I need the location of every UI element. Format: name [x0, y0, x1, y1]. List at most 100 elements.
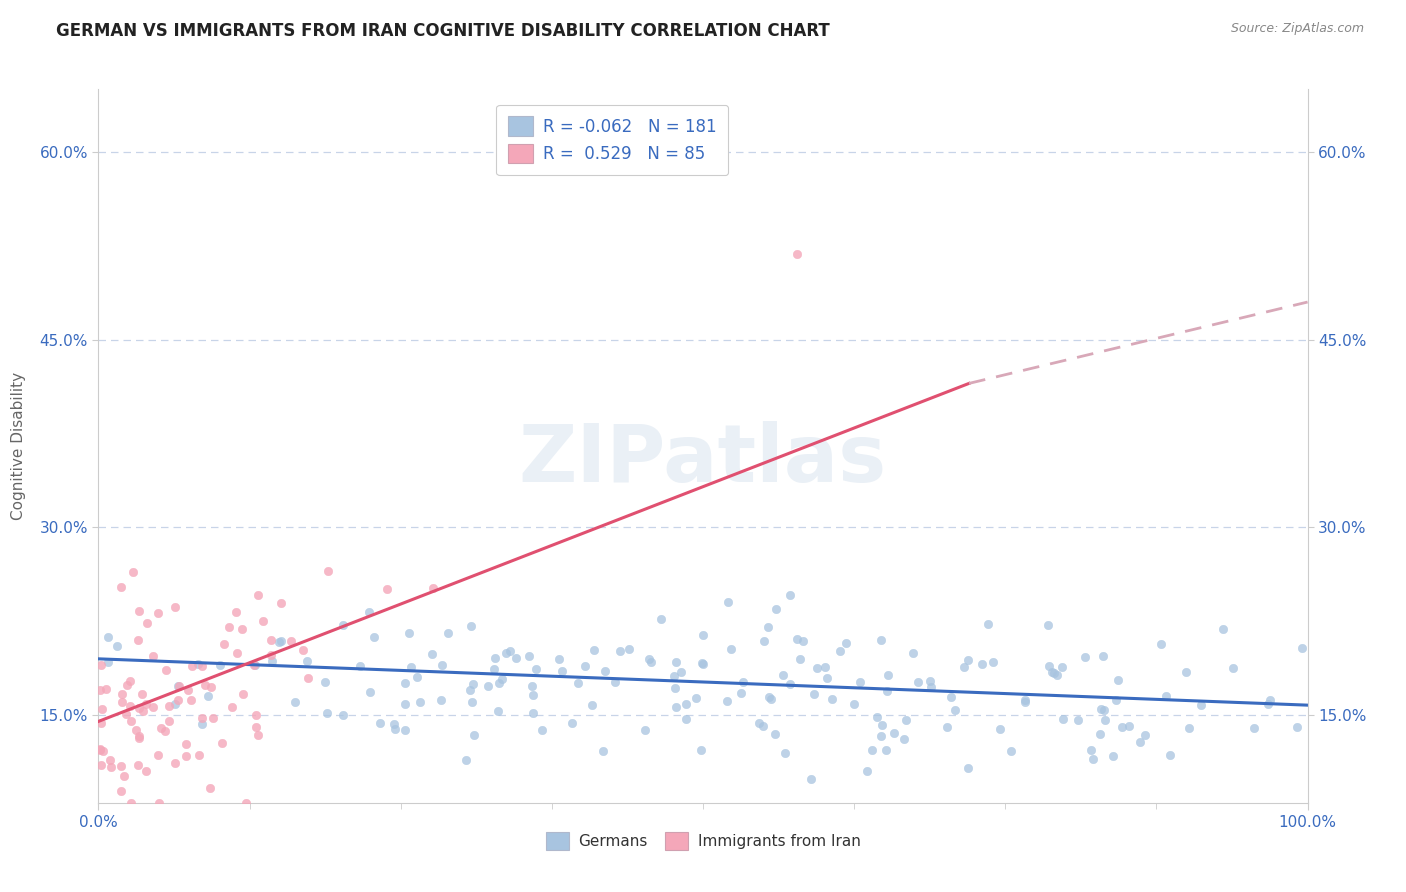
- Point: [1081, 752, 1104, 766]
- Point: [163, 600, 186, 615]
- Point: [876, 684, 898, 698]
- Point: [800, 772, 823, 787]
- Point: [260, 654, 283, 668]
- Point: [1101, 749, 1123, 764]
- Point: [581, 698, 603, 713]
- Point: [1189, 698, 1212, 712]
- Point: [803, 687, 825, 701]
- Point: [1046, 668, 1069, 682]
- Point: [815, 671, 838, 685]
- Point: [883, 726, 905, 740]
- Point: [765, 602, 787, 616]
- Point: [792, 633, 814, 648]
- Point: [860, 743, 883, 757]
- Point: [110, 580, 132, 594]
- Point: [491, 672, 513, 686]
- Point: [920, 680, 942, 694]
- Point: [187, 657, 209, 671]
- Point: [828, 643, 851, 657]
- Point: [977, 616, 1000, 631]
- Point: [1291, 641, 1313, 656]
- Point: [877, 667, 900, 681]
- Point: [163, 756, 186, 770]
- Point: [235, 796, 257, 810]
- Point: [662, 669, 685, 683]
- Point: [394, 723, 416, 737]
- Point: [176, 737, 198, 751]
- Point: [461, 695, 484, 709]
- Point: [1090, 727, 1112, 741]
- Point: [1257, 697, 1279, 711]
- Point: [176, 748, 198, 763]
- Point: [89, 743, 111, 757]
- Point: [110, 687, 132, 701]
- Point: [90, 758, 112, 772]
- Point: [482, 662, 505, 676]
- Point: [316, 564, 339, 578]
- Point: [779, 676, 801, 690]
- Point: [165, 697, 187, 711]
- Point: [90, 657, 112, 672]
- Point: [671, 665, 693, 680]
- Point: [245, 721, 267, 735]
- Point: [187, 747, 209, 762]
- Point: [394, 676, 416, 690]
- Point: [394, 697, 416, 711]
- Point: [754, 633, 776, 648]
- Point: [582, 643, 605, 657]
- Point: [384, 722, 406, 736]
- Point: [194, 678, 217, 692]
- Point: [247, 728, 270, 742]
- Point: [243, 657, 266, 672]
- Point: [522, 688, 544, 702]
- Point: [650, 611, 672, 625]
- Point: [190, 710, 212, 724]
- Point: [772, 668, 794, 682]
- Point: [856, 764, 879, 779]
- Point: [136, 616, 159, 631]
- Point: [786, 247, 808, 261]
- Point: [786, 632, 808, 647]
- Text: GERMAN VS IMMIGRANTS FROM IRAN COGNITIVE DISABILITY CORRELATION CHART: GERMAN VS IMMIGRANTS FROM IRAN COGNITIVE…: [56, 22, 830, 40]
- Point: [1107, 673, 1129, 688]
- Point: [212, 637, 235, 651]
- Point: [1050, 660, 1073, 674]
- Point: [245, 658, 267, 673]
- Y-axis label: Cognitive Disability: Cognitive Disability: [11, 372, 25, 520]
- Point: [870, 717, 893, 731]
- Point: [191, 658, 214, 673]
- Point: [488, 676, 510, 690]
- Point: [1038, 659, 1060, 673]
- Point: [756, 620, 779, 634]
- Point: [270, 633, 292, 648]
- Point: [665, 656, 688, 670]
- Point: [1222, 661, 1244, 675]
- Point: [314, 675, 336, 690]
- Point: [1066, 713, 1088, 727]
- Point: [1074, 649, 1097, 664]
- Point: [280, 633, 302, 648]
- Point: [690, 657, 713, 671]
- Point: [94, 681, 117, 696]
- Point: [167, 680, 190, 694]
- Point: [748, 715, 770, 730]
- Point: [399, 660, 422, 674]
- Point: [720, 642, 742, 657]
- Point: [125, 723, 148, 737]
- Point: [128, 731, 150, 746]
- Point: [120, 796, 142, 810]
- Point: [398, 626, 420, 640]
- Point: [716, 694, 738, 708]
- Point: [89, 742, 111, 756]
- Point: [284, 694, 307, 708]
- Point: [1040, 665, 1063, 679]
- Point: [617, 641, 640, 656]
- Point: [1014, 692, 1036, 706]
- Point: [1258, 692, 1281, 706]
- Point: [121, 565, 143, 579]
- Point: [952, 660, 974, 674]
- Point: [531, 723, 554, 738]
- Point: [198, 780, 221, 795]
- Point: [779, 588, 801, 602]
- Point: [907, 675, 929, 690]
